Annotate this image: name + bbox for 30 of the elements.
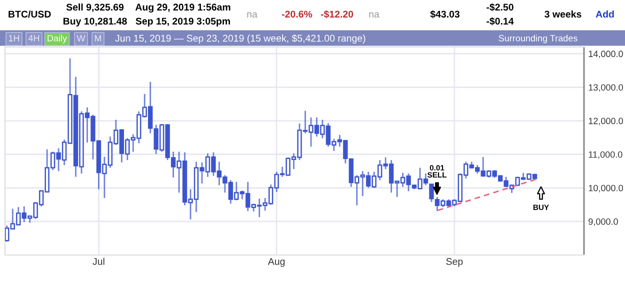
text: -$0.14 [486,17,514,26]
x-tick-label: Aug [268,258,285,267]
y-tick-label: 11,000.0 [588,151,622,159]
y-tick-label: 14,000.0 [588,50,623,58]
text: 1H [8,35,20,42]
text: Daily [48,34,68,44]
x-tick-label: Sep [446,258,463,267]
x-tick-label: Jul [92,258,104,265]
text: -$2.50 [486,3,514,12]
text: Sell 9,325.69 [66,3,124,12]
text: Buy 10,281.48 [63,18,127,27]
text: $43.03 [430,10,460,18]
text: Surrounding Trades [498,34,578,44]
y-tick-label: 9,000.0 [588,218,618,226]
text: 3 weeks [544,10,582,18]
y-tick-label: 13,000.0 [588,84,623,92]
text: 4H [28,35,40,42]
text: -$12.20 [320,10,354,18]
y-tick-label: 10,000.0 [588,184,623,192]
text: -20.6% [282,10,312,18]
text: W [76,35,86,42]
text: Add [596,10,614,18]
chart-subtitle: Jun 15, 2019 — Sep 23, 2019 (15 week, $5,421.00 range) [115,34,366,44]
y-tick-label: 12,000.0 [588,118,623,126]
text: Aug 29, 2019 1:56am [135,4,230,13]
text: M [94,35,102,42]
text: na [247,12,258,18]
text: Sep 15, 2019 3:05pm [136,18,230,27]
text: na [369,12,380,18]
text: BTC/USD [8,10,51,18]
